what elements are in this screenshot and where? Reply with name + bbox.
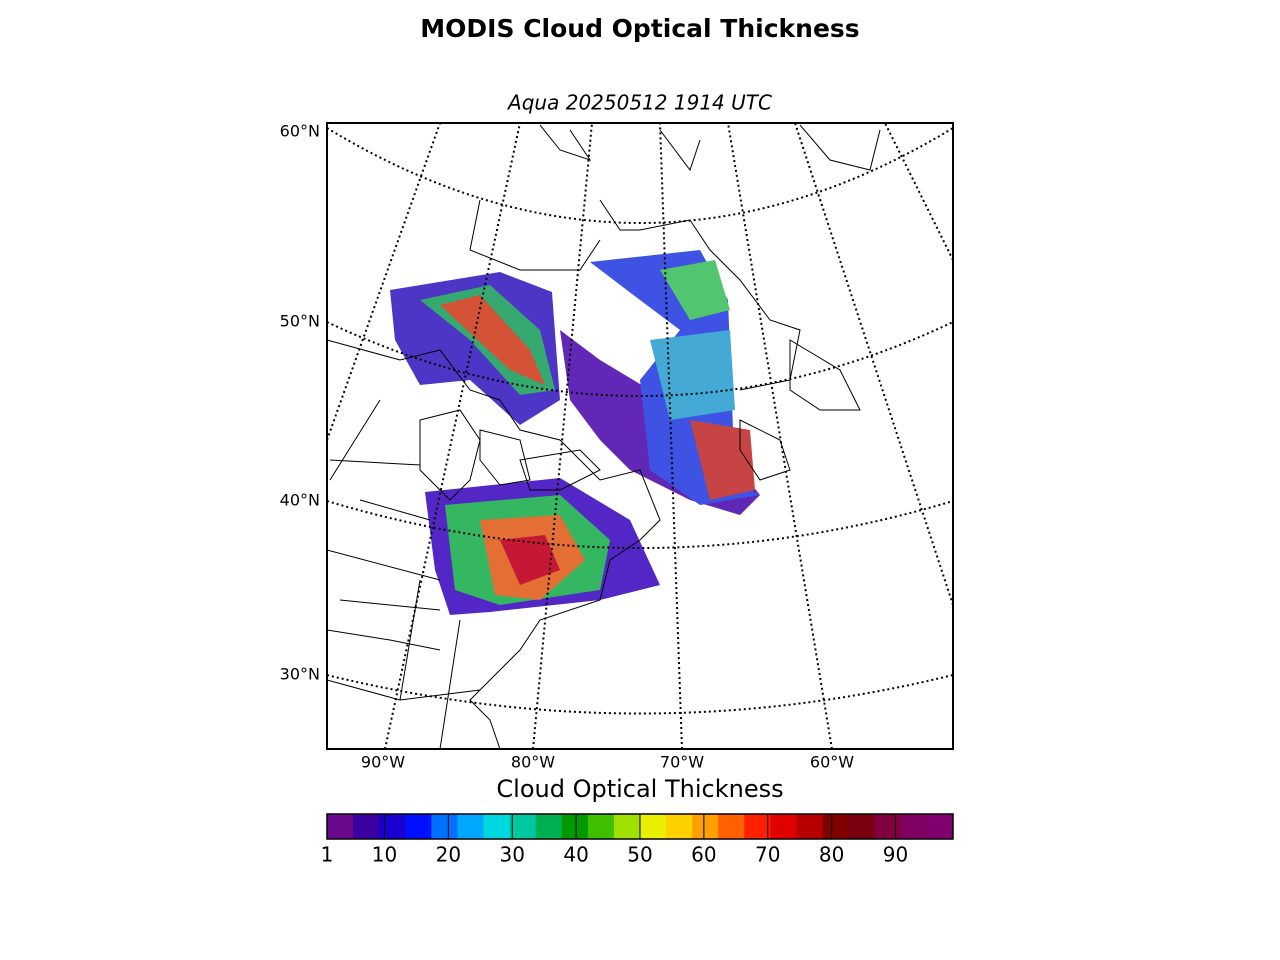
colorbar-tick-label: 40 bbox=[563, 843, 588, 867]
map bbox=[326, 122, 954, 750]
colorbar-tick-label: 10 bbox=[372, 843, 397, 867]
subtitle: Aqua 20250512 1914 UTC bbox=[506, 91, 772, 115]
colorbar-segment bbox=[900, 814, 928, 839]
colorbar-segment bbox=[613, 814, 641, 839]
colorbar-segment bbox=[640, 814, 667, 839]
lon-label: 90°W bbox=[361, 753, 405, 772]
colorbar-tick-label: 70 bbox=[755, 843, 780, 867]
colorbar-tick-label: 90 bbox=[883, 843, 908, 867]
colorbar-label: Cloud Optical Thickness bbox=[496, 775, 783, 803]
colorbar-segment bbox=[457, 814, 484, 839]
colorbar-segment bbox=[509, 814, 537, 839]
colorbar-tick-label: 20 bbox=[436, 843, 461, 867]
coastlines bbox=[327, 124, 881, 749]
colorbar-tick-label: 80 bbox=[819, 843, 844, 867]
colorbar-segment bbox=[926, 814, 954, 839]
title: MODIS Cloud Optical Thickness bbox=[420, 14, 859, 43]
colorbar-segment bbox=[379, 814, 406, 839]
colorbar-segment bbox=[744, 814, 771, 839]
colorbar-segment bbox=[796, 814, 824, 839]
colorbar-tick-label: 50 bbox=[627, 843, 652, 867]
lat-label: 50°N bbox=[280, 312, 320, 331]
colorbar-segment bbox=[874, 814, 902, 839]
colorbar-segment bbox=[327, 814, 354, 839]
lat-label: 40°N bbox=[280, 491, 320, 510]
lon-label: 70°W bbox=[660, 753, 704, 772]
cloud-swaths bbox=[390, 250, 760, 615]
colorbar-segment bbox=[431, 814, 458, 839]
lat-label: 60°N bbox=[280, 122, 320, 141]
colorbar-segment bbox=[587, 814, 615, 839]
colorbar-segment bbox=[561, 814, 589, 839]
colorbar: 1 10 20 30 40 50 60 70 80 90 bbox=[321, 813, 954, 867]
colorbar-segment bbox=[405, 814, 432, 839]
colorbar-segment bbox=[353, 814, 380, 839]
lon-label: 80°W bbox=[511, 753, 555, 772]
colorbar-segment bbox=[692, 814, 719, 839]
colorbar-segment bbox=[483, 814, 511, 839]
colorbar-segment bbox=[718, 814, 745, 839]
colorbar-segment bbox=[770, 814, 797, 839]
lat-label: 30°N bbox=[280, 665, 320, 684]
graticule bbox=[327, 123, 953, 749]
colorbar-segment bbox=[666, 814, 693, 839]
colorbar-tick-label: 60 bbox=[691, 843, 716, 867]
lon-label: 60°W bbox=[810, 753, 854, 772]
colorbar-tick-label: 1 bbox=[321, 843, 334, 867]
colorbar-segment bbox=[822, 814, 850, 839]
colorbar-segment bbox=[848, 814, 876, 839]
colorbar-tick-label: 30 bbox=[500, 843, 525, 867]
map-frame bbox=[326, 122, 954, 750]
colorbar-segment bbox=[535, 814, 563, 839]
